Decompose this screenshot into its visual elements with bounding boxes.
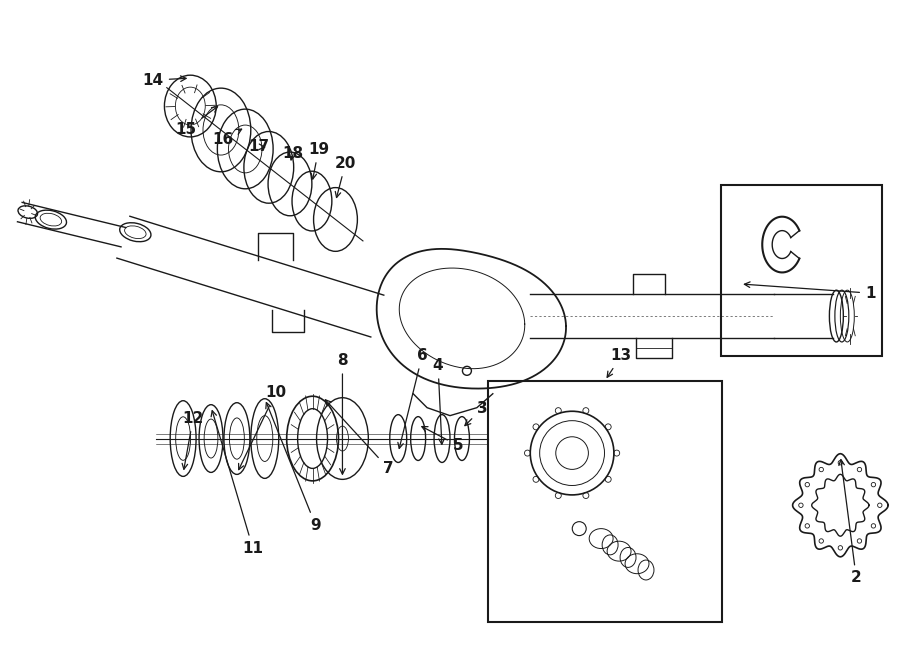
Text: 8: 8 bbox=[338, 354, 347, 474]
Text: 2: 2 bbox=[839, 459, 861, 586]
Text: 1: 1 bbox=[744, 282, 876, 301]
Text: 4: 4 bbox=[433, 358, 445, 444]
Text: 10: 10 bbox=[238, 385, 286, 469]
Text: 6: 6 bbox=[398, 348, 428, 448]
Text: 5: 5 bbox=[422, 426, 464, 453]
Text: 16: 16 bbox=[212, 129, 241, 147]
Text: 3: 3 bbox=[465, 401, 487, 426]
Text: 20: 20 bbox=[335, 156, 356, 198]
Bar bbox=[488, 381, 722, 622]
Text: 18: 18 bbox=[282, 146, 303, 161]
Bar bbox=[721, 184, 882, 356]
Text: 15: 15 bbox=[176, 106, 218, 137]
Text: 13: 13 bbox=[608, 348, 632, 377]
Text: 17: 17 bbox=[248, 139, 269, 154]
Text: 19: 19 bbox=[308, 142, 329, 179]
Text: 12: 12 bbox=[182, 411, 203, 469]
Text: 7: 7 bbox=[326, 400, 393, 476]
Text: 9: 9 bbox=[266, 403, 321, 533]
Text: 14: 14 bbox=[143, 73, 186, 87]
Text: 11: 11 bbox=[212, 410, 264, 556]
